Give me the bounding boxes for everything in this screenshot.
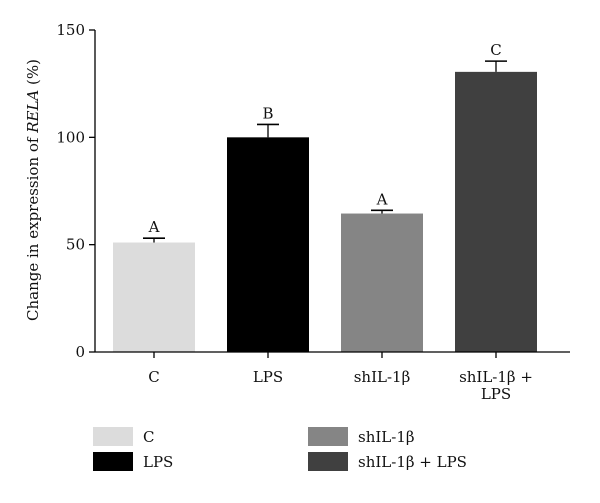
bar (113, 242, 195, 352)
x-tick-label: LPS (253, 368, 283, 386)
legend-swatch (93, 452, 133, 471)
y-axis-label-suffix: (%) (24, 59, 42, 90)
legend-label: shIL-1β + LPS (358, 453, 467, 471)
legend-label: C (143, 428, 154, 446)
significance-label: B (262, 104, 273, 122)
legend-label: shIL-1β (358, 428, 415, 446)
x-tick-label: shIL-1β (354, 368, 411, 386)
significance-label: A (148, 218, 160, 236)
y-tick-label: 150 (56, 21, 85, 39)
significance-label: A (376, 190, 388, 208)
bar (341, 213, 423, 352)
y-axis: 0 50 100 150 (56, 21, 96, 361)
y-tick-label: 50 (66, 236, 85, 254)
bars: A B A C (113, 41, 537, 353)
y-tick-label: 100 (56, 128, 85, 146)
legend-swatch (308, 427, 348, 446)
y-axis-label-gene: RELA (24, 90, 42, 134)
y-axis-label: Change in expression of RELA (%) (24, 59, 42, 321)
x-tick-label: shIL-1β + (459, 368, 533, 386)
y-axis-label-prefix: Change in expression of (24, 133, 42, 321)
significance-label: C (490, 41, 501, 59)
x-tick-label: C (148, 368, 159, 386)
bar (227, 137, 309, 352)
legend-swatch (93, 427, 133, 446)
legend-label: LPS (143, 453, 173, 471)
x-tick-label: LPS (481, 385, 511, 403)
bar (455, 71, 537, 353)
y-tick-label: 0 (75, 343, 85, 361)
legend-swatch (308, 452, 348, 471)
x-axis: C LPS shIL-1β shIL-1β +LPS (95, 351, 570, 403)
